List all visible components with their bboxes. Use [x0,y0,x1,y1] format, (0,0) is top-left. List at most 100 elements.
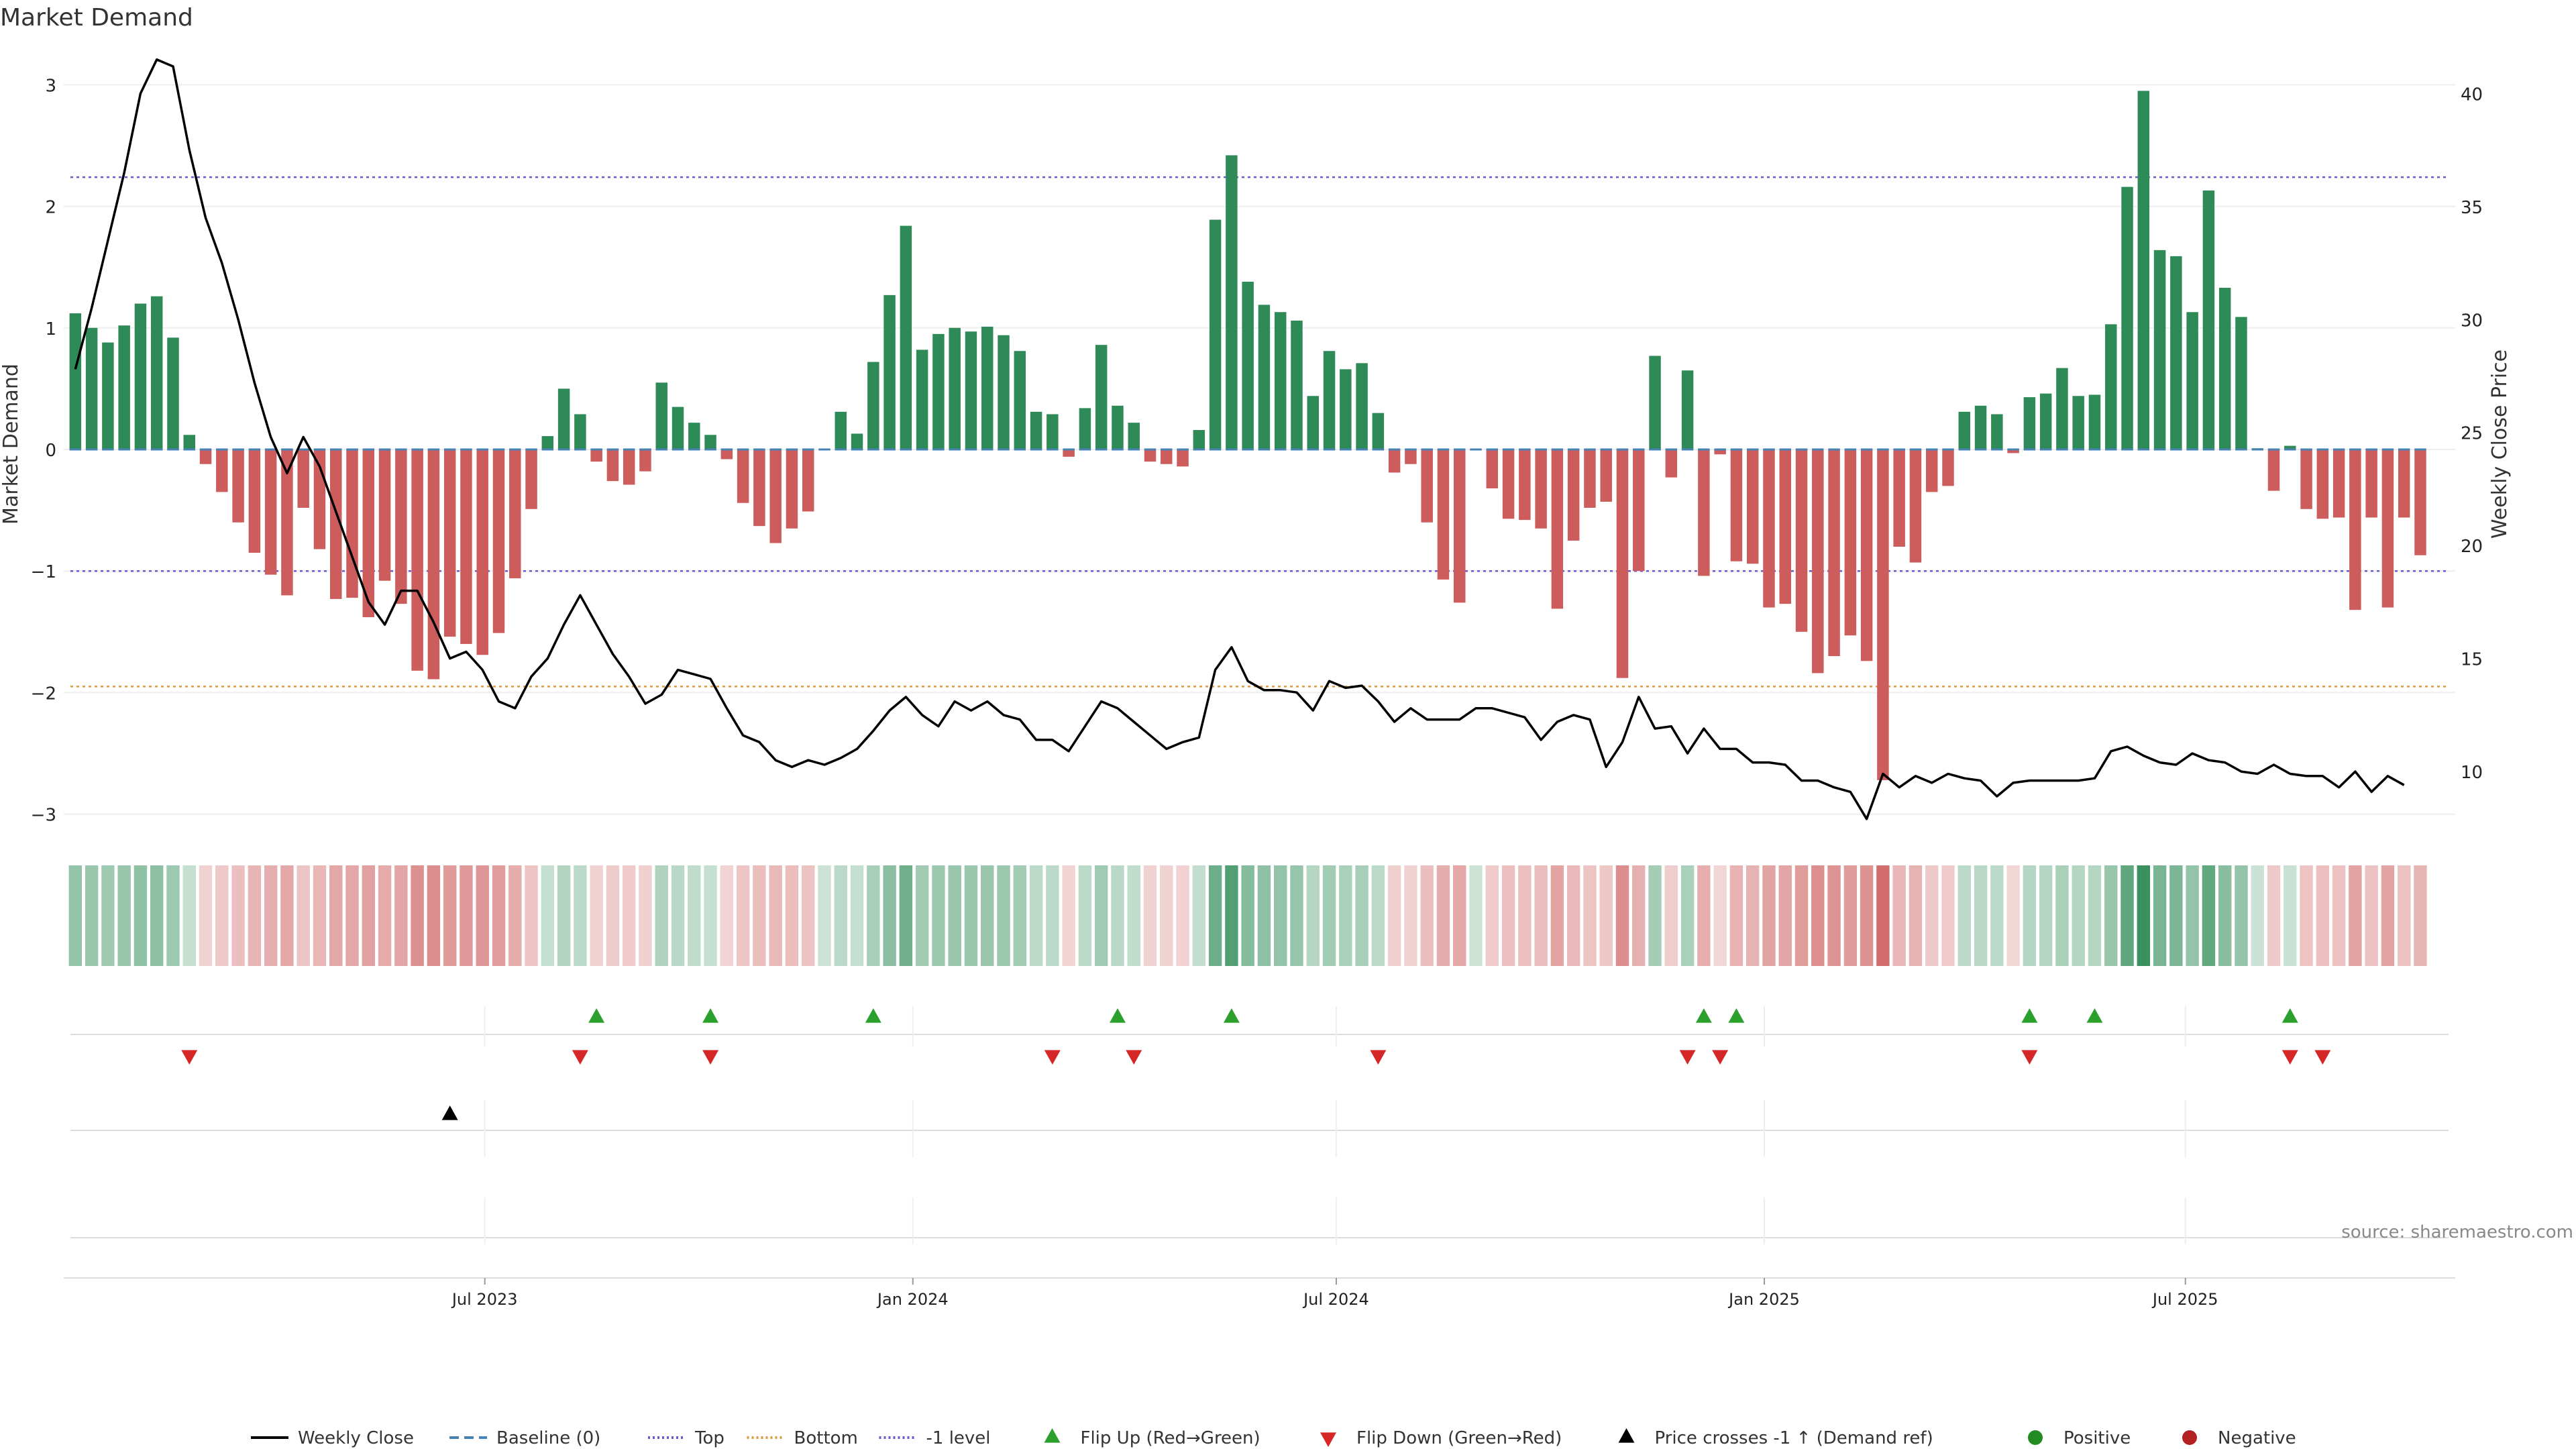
demand-bar [704,435,716,449]
heat-cell [313,865,327,966]
heat-cell [1648,865,1662,966]
demand-bar [557,388,570,449]
flip-down-markers [181,1050,2331,1065]
heat-cell [2284,865,2297,966]
heat-cell [1387,865,1401,966]
demand-bar [1014,351,1026,449]
flip-up-marker [2021,1008,2038,1023]
demand-bar [802,449,814,512]
heat-cell [1339,865,1352,966]
demand-bar [867,362,879,449]
demand-bar [1193,430,1205,449]
heat-cell [476,865,489,966]
demand-bar [1421,449,1433,523]
heat-cell [1371,865,1385,966]
heat-cell [1453,865,1466,966]
heat-cell [1794,865,1809,966]
left-axis-ticks: 3 2 1 0 −1 −2 −3 [31,76,56,825]
demand-bar [1112,405,1124,449]
demand-bar [216,449,228,492]
legend-label: Price crosses -1 ↑ (Demand ref) [1655,1428,1933,1448]
heat-cell [1892,865,1906,966]
event-panels [64,1006,2455,1279]
demand-bar [1046,414,1059,449]
demand-bar [998,335,1010,449]
x-tick-label: Jan 2024 [876,1290,949,1309]
demand-bar [1226,155,1238,449]
heat-cell [1876,865,1890,966]
demand-bar [1925,449,1938,492]
heat-cell [150,865,164,966]
heat-cell [2267,865,2281,966]
heat-cell [802,865,815,966]
demand-bar [932,333,945,449]
heat-cell [1355,865,1368,966]
heat-cell [1094,865,1108,966]
demand-bar [949,327,961,449]
demand-bar [1242,281,1254,449]
demand-bar [2170,256,2182,449]
demand-bar [2056,368,2068,449]
demand-bar [2007,449,2019,453]
demand-bar [753,449,765,527]
demand-bar [2349,449,2361,610]
heat-cell [199,865,213,966]
demand-bar [2039,393,2052,449]
demand-bar [606,449,619,482]
legend-label: Weekly Close [298,1428,414,1448]
heat-cell [606,865,620,966]
demand-bar [134,303,147,449]
left-axis-label: Market Demand [0,364,23,525]
demand-bar [851,433,863,449]
legend-swatch [1320,1432,1336,1447]
demand-bar [150,296,163,449]
heat-cell [1909,865,1923,966]
heat-cell [948,865,961,966]
demand-bar [264,449,277,575]
demand-bar [443,449,456,637]
demand-bar [1372,413,1385,449]
heat-cell [297,865,310,966]
heat-cell [1290,865,1303,966]
heat-cell [574,865,587,966]
heat-cell [1664,865,1678,966]
heat-cell [883,865,896,966]
heat-cell [264,865,278,966]
demand-bar [378,449,391,581]
demand-bar [1095,345,1108,449]
heat-cell [850,865,864,966]
x-tick-label: Jul 2024 [1302,1290,1369,1309]
flip-down-marker [181,1050,198,1065]
heat-cell [2186,865,2199,966]
heat-cell [1599,865,1613,966]
demand-bar [1454,449,1466,603]
demand-bar [281,449,293,596]
legend-label: Bottom [794,1428,858,1448]
demand-bar [900,225,912,449]
heat-cell [867,865,880,966]
heat-cell [166,865,180,966]
heat-cell [1680,865,1695,966]
demand-bar [1633,449,1645,572]
legend-label: Flip Down (Green→Red) [1356,1428,1562,1448]
demand-bar [786,449,798,529]
heat-cell [1111,865,1124,966]
demand-bar [2365,449,2377,518]
heat-cell [2202,865,2216,966]
demand-bar [183,435,196,449]
demand-bar [590,449,602,462]
demand-bar [1763,449,1775,608]
heat-cell [101,865,115,966]
heat-cell [720,865,734,966]
heat-cell [2218,865,2232,966]
heat-cell [622,865,636,966]
demand-bar [916,350,928,449]
demand-bar [509,449,521,579]
heat-cell [1811,865,1825,966]
heat-cell [1046,865,1059,966]
demand-bar [102,342,114,449]
demand-bar [1698,449,1710,576]
heat-cell [2121,865,2134,966]
heat-cell [2169,865,2183,966]
price-cross-markers [441,1106,458,1120]
